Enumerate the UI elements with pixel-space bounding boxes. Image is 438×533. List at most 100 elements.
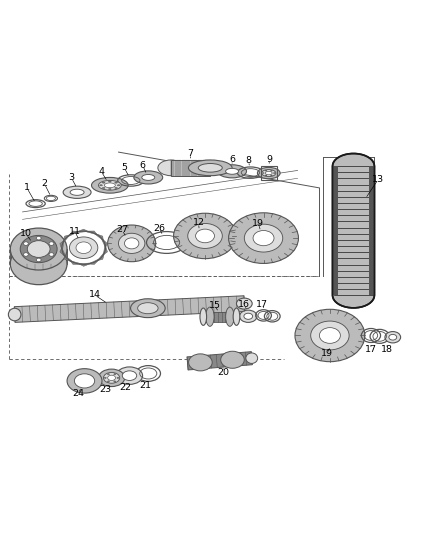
Ellipse shape — [265, 172, 272, 175]
Ellipse shape — [11, 243, 67, 285]
Ellipse shape — [385, 332, 401, 343]
Text: 9: 9 — [266, 155, 272, 164]
Polygon shape — [74, 229, 88, 233]
Ellipse shape — [24, 253, 28, 256]
Ellipse shape — [206, 307, 214, 326]
Polygon shape — [64, 255, 74, 263]
Ellipse shape — [198, 164, 222, 172]
Polygon shape — [88, 258, 101, 264]
Text: 13: 13 — [372, 175, 385, 184]
Polygon shape — [14, 296, 245, 322]
Text: 6: 6 — [140, 161, 145, 169]
Ellipse shape — [114, 381, 116, 382]
Polygon shape — [93, 233, 103, 240]
Text: 17: 17 — [365, 345, 377, 354]
FancyBboxPatch shape — [332, 166, 338, 295]
Ellipse shape — [103, 373, 120, 383]
Text: 16: 16 — [238, 301, 251, 310]
Ellipse shape — [27, 241, 50, 257]
Ellipse shape — [100, 185, 102, 186]
Ellipse shape — [221, 351, 244, 368]
Ellipse shape — [70, 189, 84, 195]
Text: 7: 7 — [187, 149, 194, 158]
Ellipse shape — [237, 298, 252, 309]
Ellipse shape — [253, 231, 274, 246]
Ellipse shape — [311, 321, 349, 350]
Ellipse shape — [76, 242, 91, 254]
Polygon shape — [60, 248, 67, 258]
Text: 21: 21 — [140, 381, 152, 390]
Text: 1: 1 — [24, 183, 30, 192]
Ellipse shape — [131, 299, 165, 318]
Ellipse shape — [70, 237, 98, 259]
Ellipse shape — [122, 371, 137, 381]
Ellipse shape — [173, 213, 237, 259]
Text: 19: 19 — [252, 219, 264, 228]
Ellipse shape — [142, 174, 155, 180]
Text: 6: 6 — [229, 156, 235, 165]
Ellipse shape — [218, 165, 247, 178]
Polygon shape — [332, 154, 374, 308]
Polygon shape — [62, 235, 70, 244]
Ellipse shape — [74, 374, 95, 388]
Ellipse shape — [109, 189, 111, 190]
Ellipse shape — [319, 328, 340, 343]
Ellipse shape — [108, 381, 110, 382]
Ellipse shape — [295, 309, 365, 362]
Ellipse shape — [117, 377, 119, 378]
Ellipse shape — [63, 186, 91, 198]
Text: 3: 3 — [68, 173, 74, 182]
Ellipse shape — [36, 258, 41, 262]
Text: 10: 10 — [20, 229, 32, 238]
Ellipse shape — [244, 224, 283, 252]
Text: 2: 2 — [41, 179, 47, 188]
Polygon shape — [187, 352, 252, 370]
Ellipse shape — [108, 225, 155, 262]
Ellipse shape — [117, 185, 120, 186]
Text: 8: 8 — [246, 156, 252, 165]
Ellipse shape — [104, 183, 115, 188]
Text: 19: 19 — [321, 349, 333, 358]
Ellipse shape — [188, 160, 232, 176]
Ellipse shape — [49, 253, 54, 256]
Polygon shape — [203, 312, 237, 321]
Text: 24: 24 — [72, 390, 85, 399]
Text: 27: 27 — [116, 225, 128, 235]
Ellipse shape — [233, 308, 240, 325]
Ellipse shape — [102, 182, 105, 183]
Ellipse shape — [240, 310, 257, 322]
Ellipse shape — [8, 308, 21, 321]
Text: 5: 5 — [121, 163, 127, 172]
Ellipse shape — [189, 354, 212, 371]
Polygon shape — [67, 231, 79, 237]
Ellipse shape — [196, 229, 215, 243]
Ellipse shape — [258, 167, 280, 179]
Text: 22: 22 — [119, 383, 131, 392]
Ellipse shape — [109, 181, 111, 182]
Ellipse shape — [158, 160, 184, 176]
Ellipse shape — [108, 374, 110, 375]
Text: 12: 12 — [192, 219, 205, 228]
Polygon shape — [79, 263, 93, 266]
Ellipse shape — [226, 307, 234, 326]
Ellipse shape — [124, 238, 139, 249]
Ellipse shape — [104, 377, 106, 378]
Text: 4: 4 — [98, 167, 104, 176]
Ellipse shape — [389, 334, 397, 340]
Text: 14: 14 — [88, 290, 101, 300]
Ellipse shape — [262, 169, 276, 176]
FancyBboxPatch shape — [369, 166, 374, 295]
Ellipse shape — [92, 177, 128, 193]
Ellipse shape — [226, 168, 239, 174]
Ellipse shape — [20, 236, 57, 263]
Polygon shape — [101, 237, 107, 248]
Ellipse shape — [102, 188, 105, 189]
Ellipse shape — [246, 353, 258, 364]
Ellipse shape — [114, 374, 116, 375]
Ellipse shape — [118, 233, 145, 254]
Ellipse shape — [229, 213, 298, 263]
Ellipse shape — [108, 375, 116, 381]
Ellipse shape — [36, 236, 41, 240]
Ellipse shape — [271, 175, 272, 176]
Ellipse shape — [67, 369, 102, 393]
